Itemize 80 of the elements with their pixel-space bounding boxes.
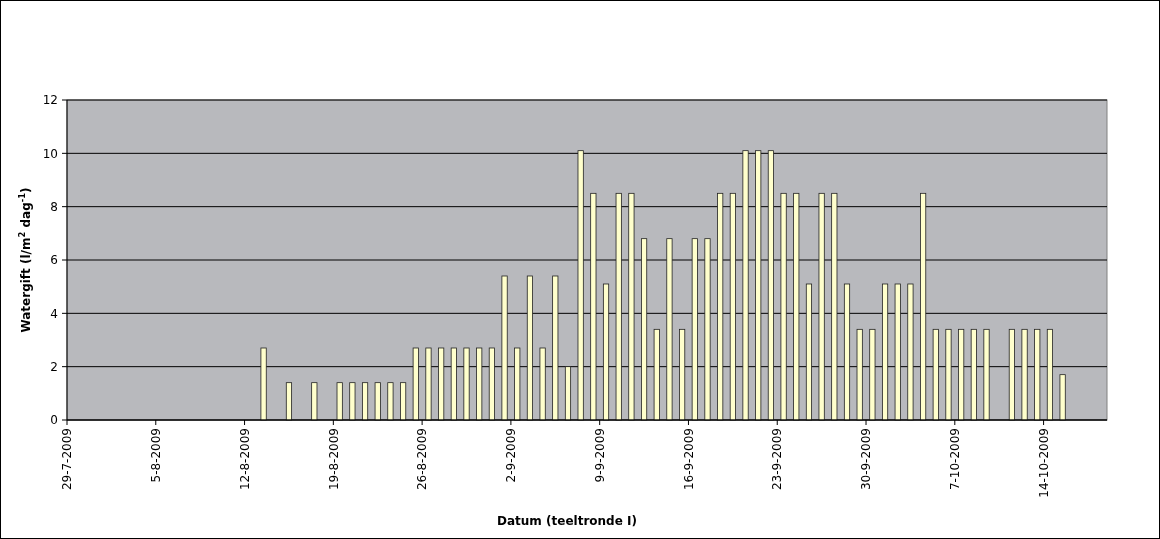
bar (361, 382, 369, 421)
y-tick-label: 0 (50, 413, 58, 428)
bar (843, 283, 851, 421)
bar (374, 382, 381, 421)
bar (488, 347, 495, 421)
bar (285, 382, 293, 421)
bar (387, 382, 394, 421)
bar (1046, 328, 1053, 421)
bar (729, 192, 736, 421)
bar (894, 283, 901, 421)
bar (590, 192, 597, 421)
bar (793, 192, 800, 421)
bar (501, 275, 508, 421)
bar (983, 328, 990, 421)
bar (425, 347, 432, 421)
x-tick-label: 14-10-2009 (1036, 428, 1051, 498)
bar (615, 192, 622, 421)
bar (970, 328, 977, 421)
bar (869, 328, 876, 421)
x-tick-label: 9-9-2009 (592, 428, 607, 483)
bar (767, 150, 774, 421)
x-tick-label: 29-7-2009 (60, 428, 75, 491)
bar (260, 347, 267, 421)
bar (704, 238, 711, 421)
bar (463, 347, 470, 421)
bar (641, 238, 648, 421)
bar (438, 347, 445, 421)
bar (831, 192, 838, 421)
x-axis-title: Datum (teeltronde I) (497, 514, 637, 528)
bar (920, 192, 927, 421)
bar (476, 347, 483, 421)
y-tick-label: 12 (42, 93, 58, 108)
x-tick-label: 23-9-2009 (770, 428, 785, 491)
bar (552, 275, 559, 421)
bar (577, 150, 584, 421)
x-tick-label: 7-10-2009 (948, 428, 962, 491)
bar (412, 347, 419, 421)
bar (336, 382, 343, 421)
bar (1008, 328, 1015, 421)
bar (666, 238, 673, 421)
bar (932, 328, 939, 421)
bar (717, 192, 724, 421)
bar (564, 366, 572, 421)
bar (742, 150, 749, 421)
bar (780, 192, 787, 421)
x-tick-label: 12-8-2009 (237, 428, 252, 491)
bar (691, 238, 698, 421)
x-tick-label: 19-8-2009 (326, 428, 341, 491)
x-tick-label: 26-8-2009 (415, 428, 430, 491)
x-tick-label: 30-9-2009 (859, 428, 874, 491)
bar (400, 382, 407, 421)
bar (526, 275, 533, 421)
bar (349, 382, 356, 421)
bar (679, 328, 686, 421)
x-tick-label: 5-8-2009 (148, 428, 163, 483)
bar (907, 283, 914, 421)
y-tick-label: 6 (50, 253, 58, 268)
x-tick-label: 16-9-2009 (681, 428, 696, 491)
bar (1021, 328, 1028, 421)
bar (856, 328, 863, 421)
bar (628, 192, 635, 421)
y-tick-label: 2 (50, 359, 58, 374)
bar (539, 347, 546, 421)
bar (755, 150, 762, 421)
y-tick-label: 4 (50, 306, 58, 321)
bar (881, 283, 889, 421)
bar (958, 328, 965, 421)
bar (311, 382, 318, 421)
bar (1034, 328, 1041, 421)
bar (450, 347, 457, 421)
y-tick-label: 10 (42, 146, 58, 161)
bar (653, 328, 660, 421)
bar (945, 328, 952, 421)
bar (818, 192, 825, 421)
bar (805, 283, 813, 421)
y-tick-label: 8 (50, 199, 58, 214)
bar (1059, 374, 1066, 421)
x-tick-label: 2-9-2009 (504, 428, 519, 483)
bar (514, 347, 521, 421)
bar (602, 283, 610, 421)
